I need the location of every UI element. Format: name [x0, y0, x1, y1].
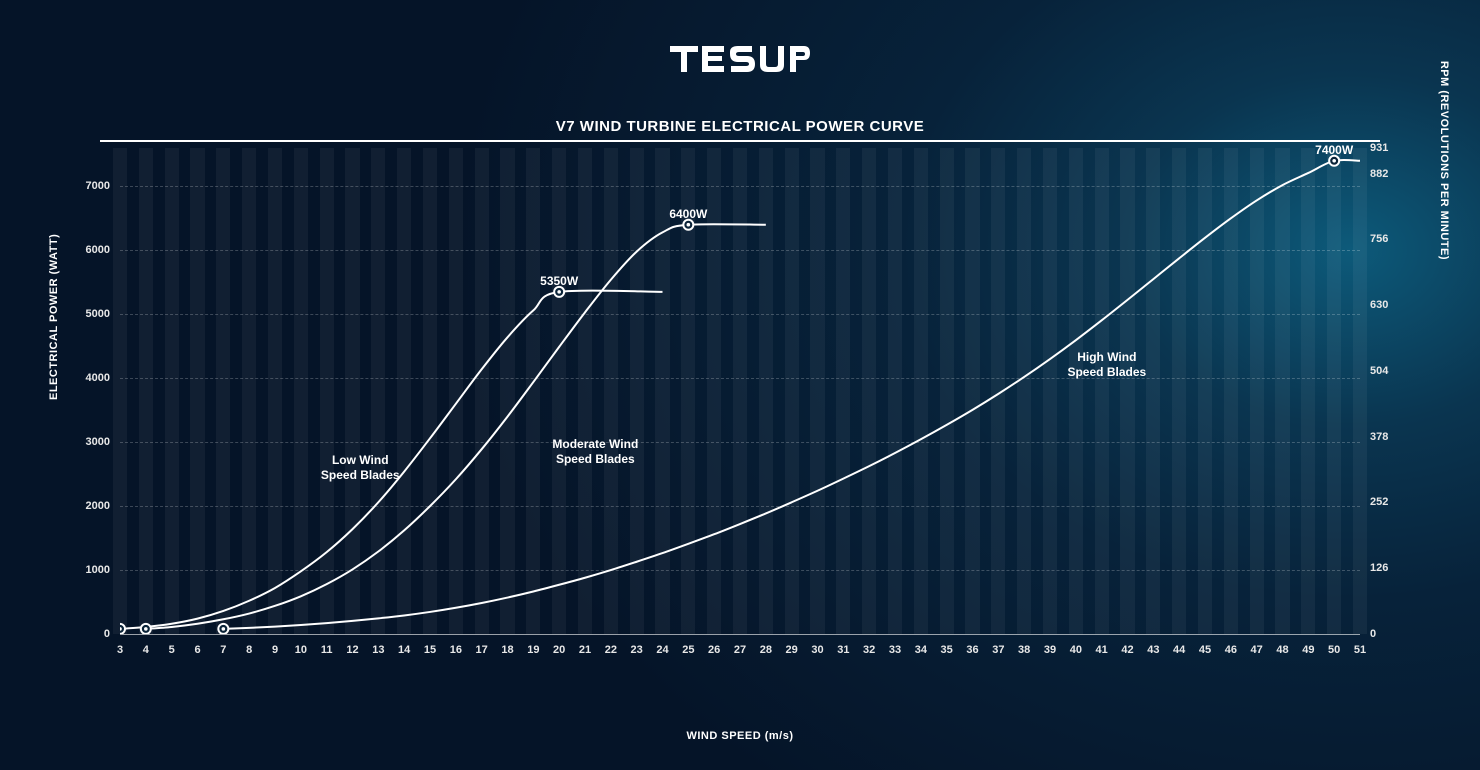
- xtick: 22: [605, 644, 617, 656]
- xtick: 39: [1044, 644, 1056, 656]
- xtick: 43: [1147, 644, 1159, 656]
- xtick: 7: [220, 644, 226, 656]
- xtick: 44: [1173, 644, 1185, 656]
- xtick: 48: [1276, 644, 1288, 656]
- ytick-left: 1000: [86, 564, 110, 576]
- xtick: 51: [1354, 644, 1366, 656]
- ytick-right: 504: [1370, 365, 1388, 377]
- xtick: 47: [1251, 644, 1263, 656]
- ytick-left: 6000: [86, 244, 110, 256]
- brand-logo: [670, 42, 810, 84]
- curve-label: Moderate Wind Speed Blades: [552, 437, 638, 467]
- plot-area: 0100020003000400050006000700001262523785…: [120, 148, 1360, 678]
- xtick: 9: [272, 644, 278, 656]
- xtick: 5: [169, 644, 175, 656]
- xtick: 31: [837, 644, 849, 656]
- curves-svg: [120, 148, 1360, 634]
- xtick: 29: [786, 644, 798, 656]
- xtick: 23: [631, 644, 643, 656]
- xtick: 12: [346, 644, 358, 656]
- xtick: 6: [194, 644, 200, 656]
- grid-hline: [120, 634, 1360, 635]
- xtick: 27: [734, 644, 746, 656]
- x-axis-label: WIND SPEED (m/s): [686, 730, 793, 742]
- xtick: 42: [1121, 644, 1133, 656]
- xtick: 17: [476, 644, 488, 656]
- ytick-right: 756: [1370, 233, 1388, 245]
- ytick-left: 7000: [86, 180, 110, 192]
- ytick-right: 0: [1370, 628, 1376, 640]
- y-axis-right-label: RPM (REVOLUTIONS PER MINUTE): [1438, 61, 1450, 260]
- xtick: 46: [1225, 644, 1237, 656]
- peak-label: 5350W: [540, 274, 578, 288]
- ytick-left: 3000: [86, 436, 110, 448]
- xtick: 34: [915, 644, 927, 656]
- xtick: 21: [579, 644, 591, 656]
- xtick: 50: [1328, 644, 1340, 656]
- xtick: 45: [1199, 644, 1211, 656]
- xtick: 14: [398, 644, 410, 656]
- xtick: 8: [246, 644, 252, 656]
- ytick-right: 252: [1370, 496, 1388, 508]
- xtick: 18: [501, 644, 513, 656]
- xtick: 36: [966, 644, 978, 656]
- xtick: 33: [889, 644, 901, 656]
- xtick: 49: [1302, 644, 1314, 656]
- xtick: 13: [372, 644, 384, 656]
- peak-label: 7400W: [1315, 143, 1353, 157]
- xtick: 38: [1018, 644, 1030, 656]
- xtick: 19: [527, 644, 539, 656]
- ytick-right: 126: [1370, 562, 1388, 574]
- ytick-right: 931: [1370, 142, 1388, 154]
- curve-moderate-wind-speed-blades: [146, 224, 766, 629]
- xtick: 32: [863, 644, 875, 656]
- chart-title: V7 WIND TURBINE ELECTRICAL POWER CURVE: [556, 118, 924, 135]
- xtick: 11: [321, 644, 333, 656]
- xtick: 37: [992, 644, 1004, 656]
- xtick: 28: [760, 644, 772, 656]
- xtick: 20: [553, 644, 565, 656]
- curve-high-wind-speed-blades: [223, 160, 1360, 629]
- ytick-right: 882: [1370, 168, 1388, 180]
- peak-label: 6400W: [669, 207, 707, 221]
- ytick-left: 4000: [86, 372, 110, 384]
- xtick: 10: [295, 644, 307, 656]
- xtick: 41: [1096, 644, 1108, 656]
- ytick-left: 0: [104, 628, 110, 640]
- xtick: 3: [117, 644, 123, 656]
- xtick: 24: [656, 644, 668, 656]
- xtick: 4: [143, 644, 149, 656]
- y-axis-left-label: ELECTRICAL POWER (WATT): [48, 234, 60, 400]
- curve-label: High Wind Speed Blades: [1067, 350, 1146, 380]
- xtick: 35: [941, 644, 953, 656]
- xtick: 30: [811, 644, 823, 656]
- ytick-right: 630: [1370, 299, 1388, 311]
- xtick: 25: [682, 644, 694, 656]
- xtick: 16: [450, 644, 462, 656]
- xtick: 15: [424, 644, 436, 656]
- curve-label: Low Wind Speed Blades: [321, 453, 400, 483]
- ytick-left: 2000: [86, 500, 110, 512]
- xtick: 40: [1070, 644, 1082, 656]
- xtick: 26: [708, 644, 720, 656]
- title-underline: [100, 140, 1380, 142]
- ytick-left: 5000: [86, 308, 110, 320]
- ytick-right: 378: [1370, 431, 1388, 443]
